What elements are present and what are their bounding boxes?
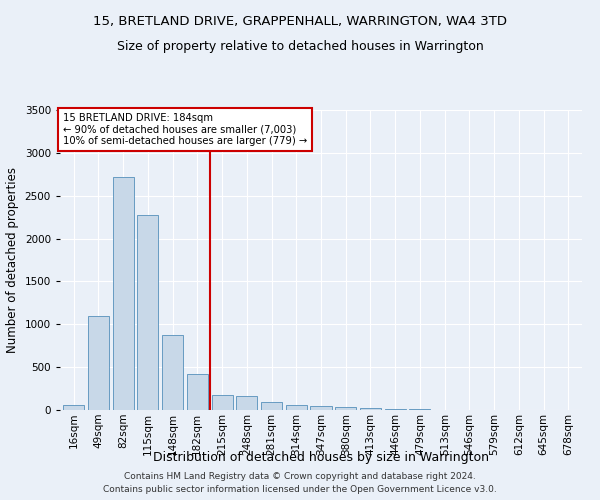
Bar [335, 408, 356, 410]
Bar [113, 177, 134, 410]
Bar [63, 406, 84, 410]
Text: Distribution of detached houses by size in Warrington: Distribution of detached houses by size … [153, 451, 489, 464]
Bar [360, 408, 381, 410]
Bar [261, 402, 282, 410]
Bar [212, 395, 233, 410]
Bar [310, 406, 332, 410]
Bar [187, 374, 208, 410]
Bar [385, 408, 406, 410]
Text: Size of property relative to detached houses in Warrington: Size of property relative to detached ho… [116, 40, 484, 53]
Text: 15 BRETLAND DRIVE: 184sqm
← 90% of detached houses are smaller (7,003)
10% of se: 15 BRETLAND DRIVE: 184sqm ← 90% of detac… [62, 113, 307, 146]
Y-axis label: Number of detached properties: Number of detached properties [6, 167, 19, 353]
Bar [236, 396, 257, 410]
Bar [286, 405, 307, 410]
Bar [409, 409, 430, 410]
Text: Contains HM Land Registry data © Crown copyright and database right 2024.
Contai: Contains HM Land Registry data © Crown c… [103, 472, 497, 494]
Bar [162, 334, 183, 410]
Bar [88, 316, 109, 410]
Text: 15, BRETLAND DRIVE, GRAPPENHALL, WARRINGTON, WA4 3TD: 15, BRETLAND DRIVE, GRAPPENHALL, WARRING… [93, 15, 507, 28]
Bar [137, 216, 158, 410]
